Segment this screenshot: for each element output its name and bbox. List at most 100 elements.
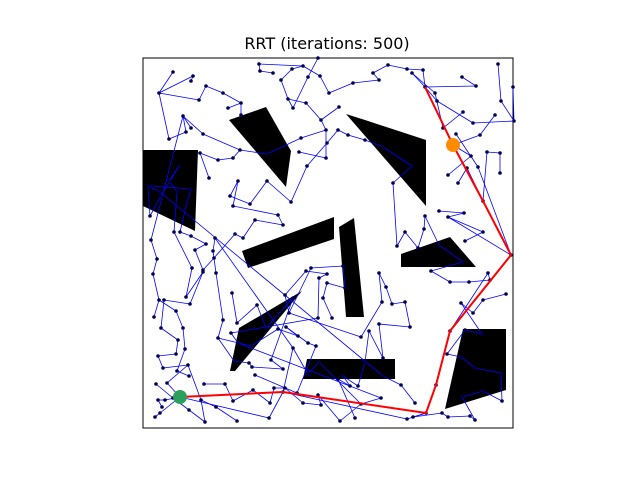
tree-edge	[317, 277, 320, 319]
tree-edge	[500, 100, 515, 122]
tree-edge	[217, 157, 234, 161]
tree-node	[248, 202, 252, 206]
tree-node	[187, 374, 191, 378]
tree-edge	[280, 79, 289, 100]
tree-node	[371, 71, 375, 75]
tree-node	[305, 164, 309, 168]
tree-node	[249, 344, 253, 348]
tree-node	[384, 285, 388, 289]
tree-node	[203, 420, 207, 424]
tree-node	[161, 366, 165, 370]
tree-node	[471, 311, 475, 315]
tree-node	[272, 386, 276, 390]
tree-node	[236, 179, 240, 183]
solution-path-layer	[179, 86, 513, 415]
tree-node	[181, 114, 185, 118]
tree-edge	[158, 92, 200, 101]
tree-edge	[468, 279, 491, 283]
tree-node	[198, 151, 202, 155]
tree-node	[175, 369, 179, 373]
tree-edge	[242, 219, 256, 239]
tree-node	[473, 366, 477, 370]
tree-edge	[252, 389, 271, 404]
tree-node	[291, 296, 295, 300]
tree-node	[408, 325, 412, 329]
tree-edge	[212, 250, 217, 274]
tree-edge	[239, 149, 268, 155]
tree-edge	[446, 353, 462, 358]
chart-title: RRT (iterations: 500)	[244, 34, 409, 53]
tree-node	[191, 74, 195, 78]
tree-node	[291, 106, 295, 110]
tree-node	[175, 189, 179, 193]
tree-node	[233, 232, 237, 236]
tree-node	[197, 98, 201, 102]
tree-edge	[254, 219, 284, 226]
tree-node	[316, 56, 320, 60]
tree-node	[471, 121, 475, 125]
tree-edge	[185, 271, 204, 298]
obstacle	[303, 359, 395, 379]
tree-edge	[342, 375, 351, 387]
tree-edge	[182, 115, 187, 133]
tree-node	[478, 133, 482, 137]
tree-edge	[229, 180, 239, 197]
tree-edge	[222, 92, 242, 104]
solution-path	[179, 86, 513, 415]
tree-edge	[482, 293, 507, 301]
axes-frame	[142, 57, 514, 429]
tree-node	[146, 184, 150, 188]
tree-edge	[392, 182, 398, 247]
tree-edge	[337, 129, 349, 136]
tree-edge	[442, 111, 464, 129]
tree-edge	[155, 383, 174, 399]
tree-node	[446, 415, 450, 419]
tree-node	[255, 303, 259, 307]
tree-node	[152, 315, 156, 319]
tree-edge	[158, 92, 170, 140]
tree-edge	[230, 332, 239, 344]
tree-edge	[236, 304, 258, 324]
tree-edge	[472, 299, 484, 314]
tree-edge	[342, 375, 359, 387]
tree-edge	[205, 85, 224, 94]
tree-edge	[417, 228, 425, 249]
tree-node	[301, 401, 305, 405]
tree-edge	[152, 273, 160, 301]
tree-node	[279, 78, 283, 82]
tree-edge	[360, 301, 383, 338]
tree-edge	[151, 185, 192, 190]
tree-edge	[182, 327, 186, 350]
tree-node	[157, 298, 161, 302]
tree-node	[201, 268, 205, 272]
tree-node	[235, 419, 239, 423]
tree-node	[163, 398, 167, 402]
tree-edge	[282, 347, 294, 393]
tree-node	[156, 354, 160, 358]
tree-edge	[259, 70, 274, 74]
tree-edge	[288, 267, 312, 314]
tree-edge	[446, 329, 466, 355]
tree-node	[321, 296, 325, 300]
tree-node	[190, 266, 194, 270]
tree-edge	[497, 63, 502, 102]
tree-edge	[472, 120, 515, 124]
tree-node	[504, 292, 508, 296]
tree-edge	[269, 387, 275, 404]
tree-node	[155, 257, 159, 261]
tree-edge	[153, 299, 160, 318]
tree-node	[348, 384, 352, 388]
tree-edge	[224, 383, 234, 402]
tree-node	[281, 223, 285, 227]
tree-node	[216, 158, 220, 162]
tree-edge	[378, 323, 411, 328]
tree-node	[437, 243, 441, 247]
tree-node	[411, 415, 415, 419]
tree-node	[178, 230, 182, 234]
tree-node	[172, 230, 176, 234]
tree-edge	[347, 134, 366, 141]
tree-node	[437, 209, 441, 213]
tree-edge	[237, 342, 382, 399]
tree-node	[474, 84, 478, 88]
tree-node	[463, 328, 467, 332]
